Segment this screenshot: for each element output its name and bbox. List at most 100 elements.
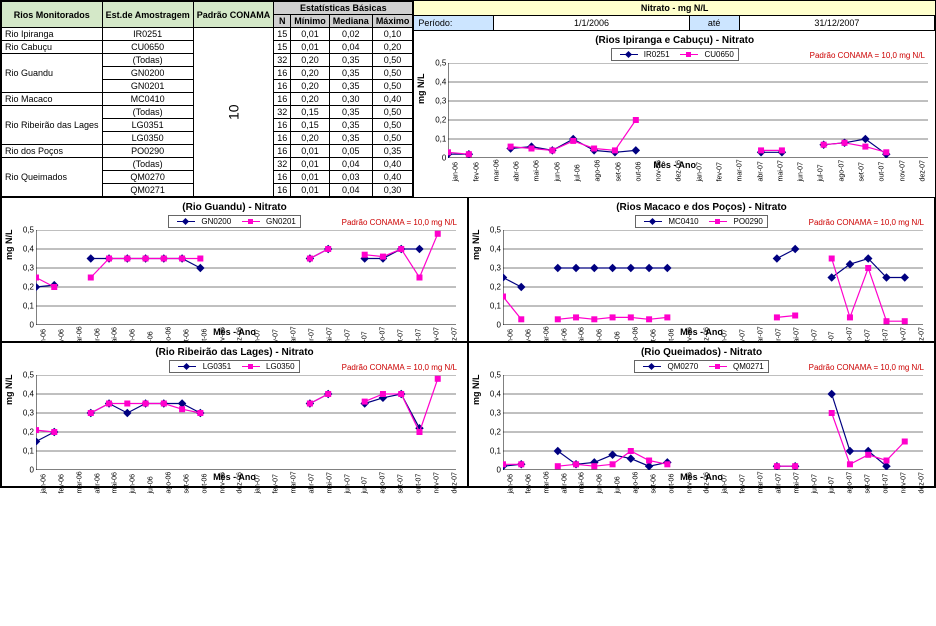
chart-title: (Rios Macaco e dos Poços) - Nitrato: [473, 202, 930, 213]
cell-n: 16: [274, 80, 291, 93]
conama-note: Padrão CONAMA = 10,0 mg N/L: [809, 218, 924, 227]
cell-max: 0,40: [372, 171, 413, 184]
y-tick: 0,1: [23, 447, 34, 456]
cell-n: 16: [274, 119, 291, 132]
chart-svg: [36, 230, 456, 325]
y-tick: 0: [30, 466, 34, 475]
conama-note: Padrão CONAMA = 10,0 mg N/L: [342, 363, 457, 372]
x-tick: set-07: [865, 482, 872, 494]
x-tick: ago-06: [633, 482, 640, 494]
cell-rio: Rio Queimados: [2, 158, 103, 197]
y-axis: 00,10,20,30,40,5: [479, 375, 501, 470]
chart-svg: [503, 375, 923, 470]
cell-max: 0,50: [372, 80, 413, 93]
cell-est: GN0200: [102, 67, 193, 80]
x-tick: jun-06: [554, 170, 561, 182]
cell-med: 0,30: [329, 93, 372, 106]
cell-rio: Rio Guandu: [2, 54, 103, 93]
x-axis: jan-06fev-06mar-06abr-06mai-06jun-06jul-…: [36, 470, 463, 491]
x-tick: dez-07: [451, 482, 458, 494]
chart-title: (Rio Guandu) - Nitrato: [6, 202, 463, 213]
x-tick: dez-07: [918, 482, 925, 494]
cell-min: 0,01: [291, 184, 330, 197]
chart-ribeirao: (Rio Ribeirão das Lages) - Nitrato LG035…: [1, 342, 468, 487]
x-tick: mar-07: [291, 482, 298, 494]
cell-est: QM0271: [102, 184, 193, 197]
cell-med: 0,35: [329, 80, 372, 93]
y-tick: 0,3: [23, 409, 34, 418]
cell-n: 15: [274, 28, 291, 41]
x-tick: dez-06: [704, 482, 711, 494]
x-tick: jun-07: [344, 482, 351, 494]
x-axis: jan-06fev-06mar-06abr-06mai-06jun-06jul-…: [503, 470, 930, 491]
x-tick: abr-07: [775, 482, 782, 494]
cell-min: 0,20: [291, 54, 330, 67]
hdr-padrao: Padrão CONAMA: [193, 2, 274, 28]
stats-table: Rios Monitorados Est.de Amostragem Padrã…: [1, 1, 413, 197]
cell-rio: Rio Ribeirão das Lages: [2, 106, 103, 145]
cell-min: 0,20: [291, 132, 330, 145]
x-tick: ago-06: [595, 170, 602, 182]
period-row: Período: 1/1/2006 até 31/12/2007: [414, 16, 935, 31]
cell-max: 0,50: [372, 67, 413, 80]
x-tick: mar-07: [737, 170, 744, 182]
x-tick: out-07: [883, 482, 890, 494]
table-row: Rio IpirangaIR025110150,010,020,10: [2, 28, 413, 41]
plot-area: 00,10,20,30,40,5jan-06fev-06mar-06abr-06…: [503, 230, 930, 325]
cell-max: 0,35: [372, 145, 413, 158]
y-tick: 0,3: [435, 97, 446, 106]
cell-med: 0,04: [329, 184, 372, 197]
cell-n: 16: [274, 145, 291, 158]
x-tick: mai-06: [534, 170, 541, 182]
x-tick: abr-07: [308, 482, 315, 494]
cell-n: 16: [274, 184, 291, 197]
cell-max: 0,50: [372, 132, 413, 145]
cell-n: 32: [274, 106, 291, 119]
y-tick: 0,5: [490, 226, 501, 235]
cell-min: 0,01: [291, 171, 330, 184]
x-tick: abr-07: [757, 170, 764, 182]
x-tick: fev-07: [716, 170, 723, 182]
conama-note: Padrão CONAMA = 10,0 mg N/L: [809, 363, 924, 372]
cell-est: LG0351: [102, 119, 193, 132]
x-tick: dez-06: [237, 482, 244, 494]
cell-est: CU0650: [102, 41, 193, 54]
x-tick: jul-07: [818, 170, 825, 182]
chart-title: (Rio Queimados) - Nitrato: [473, 347, 930, 358]
cell-max: 0,50: [372, 106, 413, 119]
y-axis: 00,10,20,30,40,5: [479, 230, 501, 325]
x-tick: jul-06: [575, 170, 582, 182]
charts-grid: (Rio Guandu) - Nitrato GN0200 GN0201Padr…: [1, 197, 935, 487]
y-tick: 0,2: [23, 283, 34, 292]
cell-est: MC0410: [102, 93, 193, 106]
y-tick: 0: [442, 154, 446, 163]
chart-title: (Rios Ipiranga e Cabuçu) - Nitrato: [418, 35, 931, 46]
hdr-min: Mínimo: [291, 15, 330, 28]
chart-title: (Rio Ribeirão das Lages) - Nitrato: [6, 347, 463, 358]
y-tick: 0,3: [490, 409, 501, 418]
cell-min: 0,20: [291, 80, 330, 93]
cell-n: 32: [274, 158, 291, 171]
y-tick: 0,3: [23, 264, 34, 273]
y-axis: 00,10,20,30,40,5: [12, 230, 34, 325]
chart-queimados: (Rio Queimados) - Nitrato QM0270 QM0271P…: [468, 342, 935, 487]
x-tick: mai-07: [326, 482, 333, 494]
y-tick: 0: [30, 321, 34, 330]
x-tick: set-07: [858, 170, 865, 182]
cell-min: 0,20: [291, 93, 330, 106]
x-tick: fev-07: [273, 482, 280, 494]
y-tick: 0,2: [490, 428, 501, 437]
x-tick: mar-06: [493, 170, 500, 182]
x-tick: jan-07: [722, 482, 729, 494]
cell-n: 16: [274, 67, 291, 80]
cell-med: 0,35: [329, 67, 372, 80]
cell-max: 0,20: [372, 41, 413, 54]
chart-macaco-pocos: (Rios Macaco e dos Poços) - Nitrato MC04…: [468, 197, 935, 342]
x-tick: fev-06: [525, 482, 532, 494]
cell-est: QM0270: [102, 171, 193, 184]
hdr-max: Máximo: [372, 15, 413, 28]
cell-n: 16: [274, 132, 291, 145]
x-tick: jan-07: [255, 482, 262, 494]
cell-med: 0,35: [329, 54, 372, 67]
cell-med: 0,35: [329, 106, 372, 119]
